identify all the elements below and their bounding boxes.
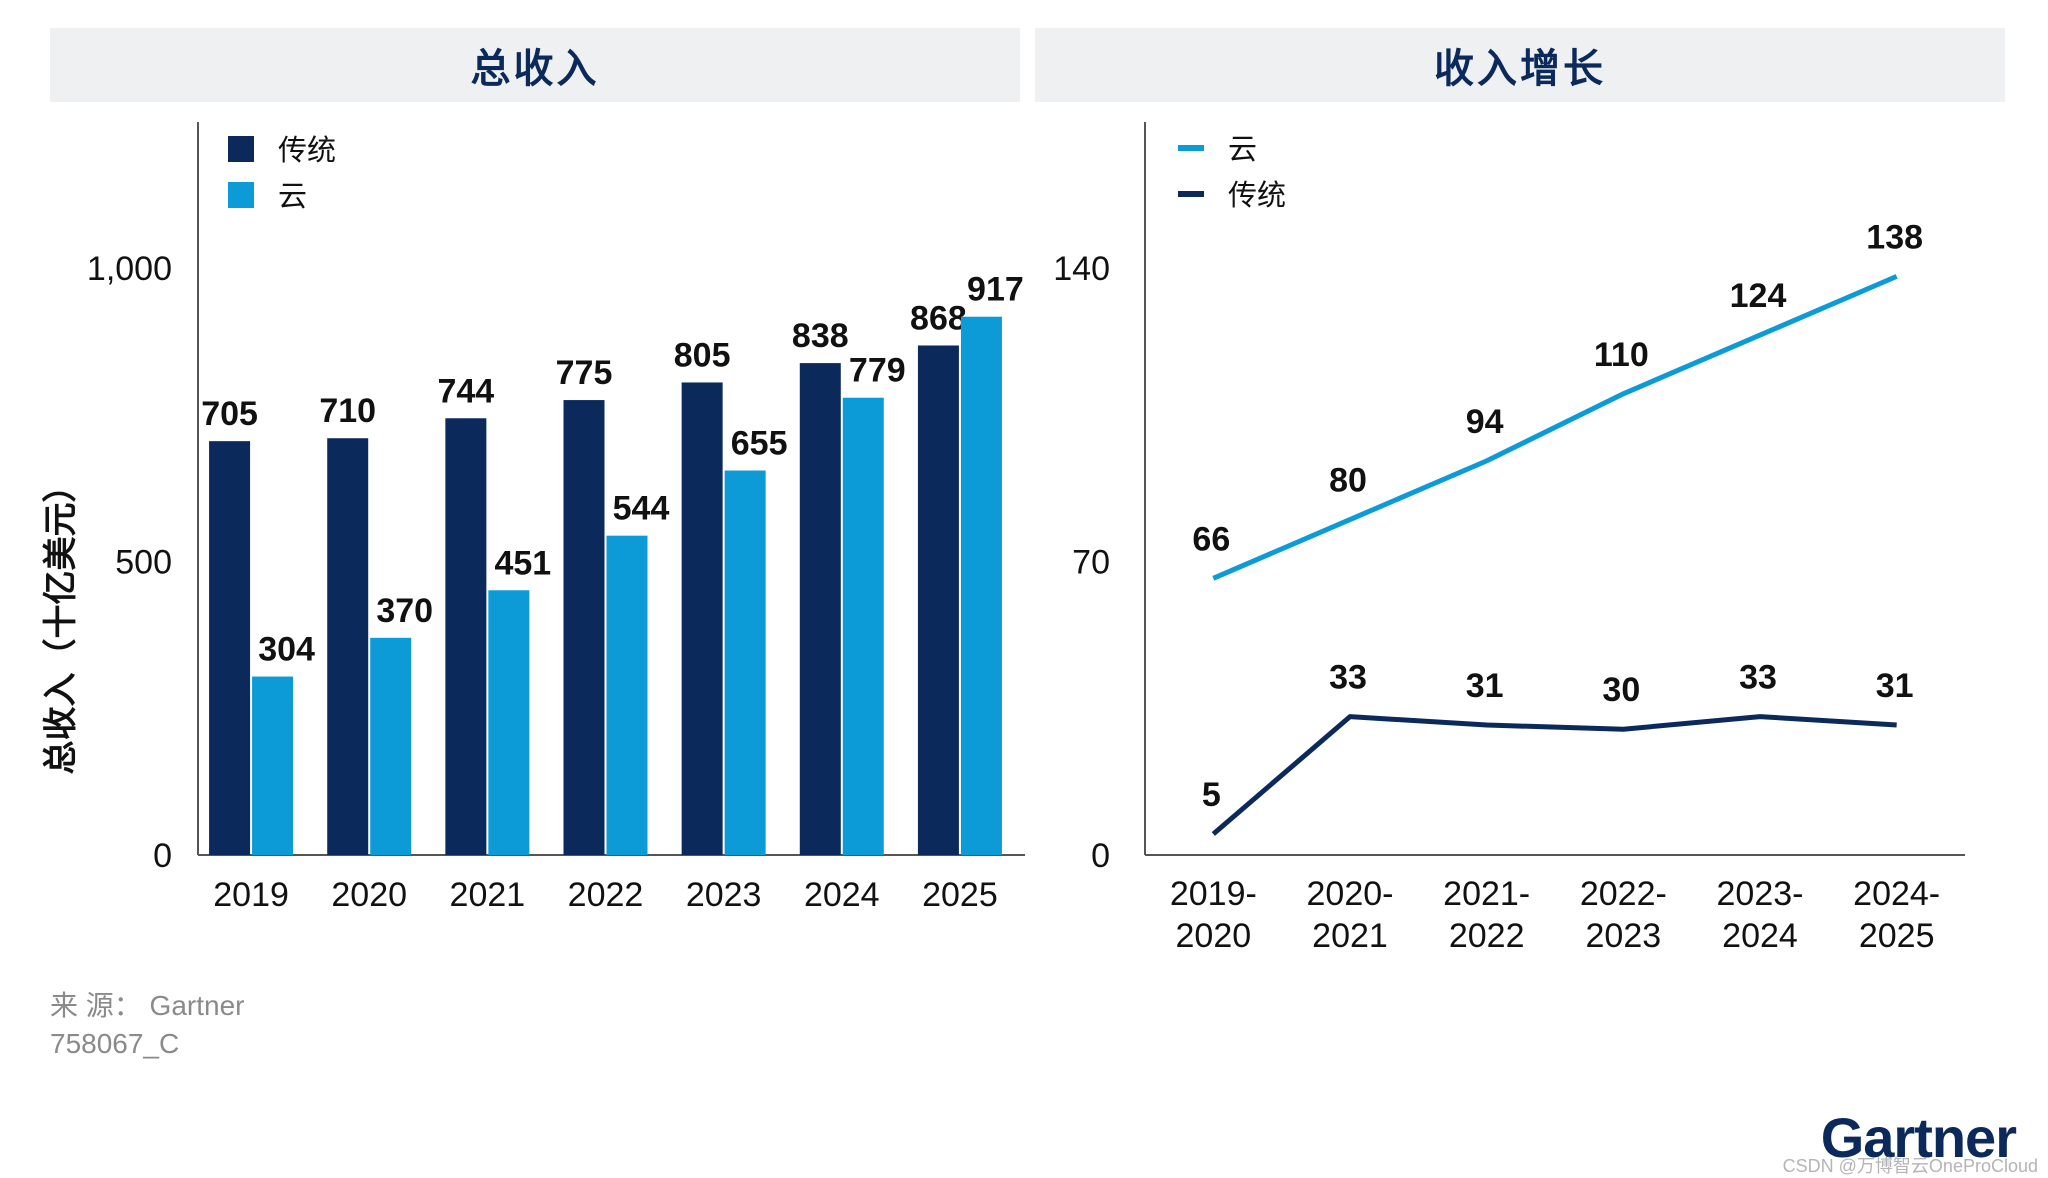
y-tick-label: 0 [153, 837, 172, 875]
y-tick-label: 500 [115, 544, 172, 582]
bar-traditional [327, 438, 369, 855]
data-label-traditional: 33 [1329, 659, 1367, 697]
data-label-cloud: 124 [1730, 277, 1787, 315]
bar-traditional [681, 382, 723, 855]
data-label-traditional: 775 [556, 354, 613, 392]
legend-swatch [228, 136, 254, 162]
data-label-cloud: 779 [849, 352, 906, 390]
data-label-traditional: 30 [1602, 671, 1640, 709]
x-tick-label: 2020-2021 [1307, 875, 1394, 955]
x-tick-label: 2020 [331, 876, 407, 914]
bar-traditional [563, 400, 605, 855]
x-tick-label: 2021-2022 [1443, 875, 1530, 955]
data-label-traditional: 805 [674, 336, 731, 374]
data-label-traditional: 705 [201, 395, 258, 433]
gartner-logo: Gartner [1820, 1106, 2017, 1169]
bar-traditional [917, 345, 959, 855]
data-label-cloud: 370 [376, 592, 433, 630]
x-tick-label: 2024 [804, 876, 880, 914]
bar-cloud [724, 470, 766, 855]
bar-cloud [842, 397, 884, 855]
x-tick-label: 2024-2025 [1853, 875, 1940, 955]
y-axis-label: 总收入（十亿美元） [41, 469, 80, 775]
x-tick-label: 2019 [213, 876, 289, 914]
data-label-traditional: 868 [910, 299, 967, 337]
data-label-cloud: 655 [731, 425, 788, 463]
bar-cloud [252, 676, 294, 855]
line-traditional [1211, 714, 1897, 836]
data-label-cloud: 110 [1594, 336, 1649, 374]
watermark: CSDN @万博智云OneProCloud [1782, 1156, 2038, 1176]
data-label-traditional: 31 [1466, 667, 1504, 705]
data-label-cloud: 80 [1329, 462, 1367, 500]
total-revenue-bar-chart: 0 500 1,000 总收入（十亿美元） 705 304 2019 710 370 2020 74… [41, 122, 1025, 914]
right-panel-title: 收入增长 [1035, 28, 2005, 102]
y-tick-label: 1,000 [87, 250, 172, 288]
y-tick-label: 0 [1091, 837, 1110, 875]
line-cloud [1212, 274, 1898, 581]
source-note: 来 源： Gartner [50, 990, 245, 1021]
legend-label: 传统 [1228, 179, 1286, 212]
data-label-traditional: 31 [1876, 667, 1914, 705]
revenue-growth-line-chart: 0 70 140 66 80 94 110 124 138 5 33 31 30 33 31 2019-202… [1053, 122, 1965, 955]
figure-code: 758067_C [50, 1028, 180, 1059]
x-tick-label: 2021 [450, 876, 526, 914]
bar-cloud [370, 637, 412, 855]
legend-label: 云 [278, 181, 307, 213]
legend-swatch [228, 182, 254, 208]
data-label-traditional: 838 [792, 317, 849, 355]
legend-label: 云 [1228, 134, 1257, 166]
data-label-cloud: 94 [1466, 403, 1504, 441]
data-label-cloud: 917 [967, 271, 1024, 309]
data-label-cloud: 66 [1192, 520, 1230, 558]
x-tick-label: 2023-2024 [1717, 875, 1804, 955]
legend-label: 传统 [278, 134, 336, 167]
y-tick-label: 140 [1053, 250, 1110, 288]
data-label-traditional: 744 [437, 372, 494, 410]
x-tick-label: 2022-2023 [1580, 875, 1667, 955]
data-label-traditional: 710 [319, 392, 376, 430]
data-label-cloud: 544 [613, 490, 670, 528]
x-tick-label: 2025 [922, 876, 998, 914]
x-tick-label: 2023 [686, 876, 762, 914]
data-label-traditional: 33 [1739, 659, 1777, 697]
data-label-traditional: 5 [1202, 776, 1221, 814]
data-label-cloud: 304 [258, 631, 315, 669]
bar-cloud [488, 590, 530, 855]
x-tick-label: 2022 [568, 876, 644, 914]
data-label-cloud: 451 [494, 544, 551, 582]
bar-traditional [445, 418, 487, 855]
y-tick-label: 70 [1072, 544, 1110, 582]
bar-traditional [799, 363, 841, 855]
bar-cloud [606, 535, 648, 855]
bar-cloud [960, 316, 1002, 855]
data-label-cloud: 138 [1866, 218, 1923, 256]
left-panel-title: 总收入 [50, 28, 1020, 102]
bar-traditional [209, 441, 251, 855]
x-tick-label: 2019-2020 [1170, 875, 1257, 955]
